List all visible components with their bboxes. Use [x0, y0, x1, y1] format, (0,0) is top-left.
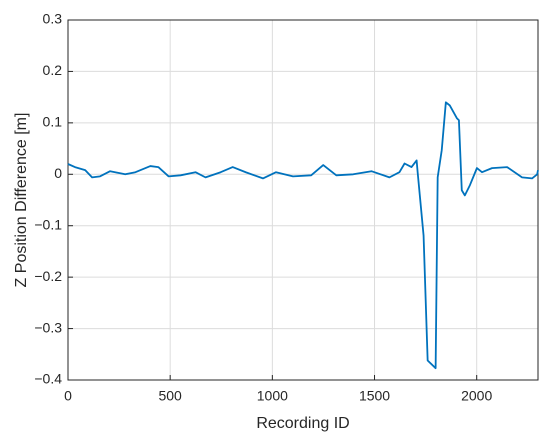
- y-tick-label: −0.2: [34, 268, 62, 284]
- x-axis-label: Recording ID: [256, 415, 349, 432]
- plot-frame: [67, 19, 539, 381]
- y-tick-label: −0.1: [34, 216, 62, 232]
- y-tick-label: 0: [54, 165, 62, 181]
- y-tick-label: 0.1: [43, 114, 63, 130]
- y-axis-label: Z Position Difference [m]: [13, 113, 30, 288]
- y-tick-label: −0.3: [34, 319, 62, 335]
- y-tick-label: 0.3: [43, 11, 63, 27]
- x-tick-label: 2000: [461, 388, 492, 404]
- data-line: [67, 101, 539, 370]
- x-tick-label: 1500: [359, 388, 390, 404]
- y-tick-label: 0.2: [43, 62, 63, 78]
- x-tick-label: 500: [158, 388, 182, 404]
- x-tick-label: 0: [64, 388, 72, 404]
- y-tick-label: −0.4: [34, 371, 62, 387]
- x-tick-label: 1000: [257, 388, 288, 404]
